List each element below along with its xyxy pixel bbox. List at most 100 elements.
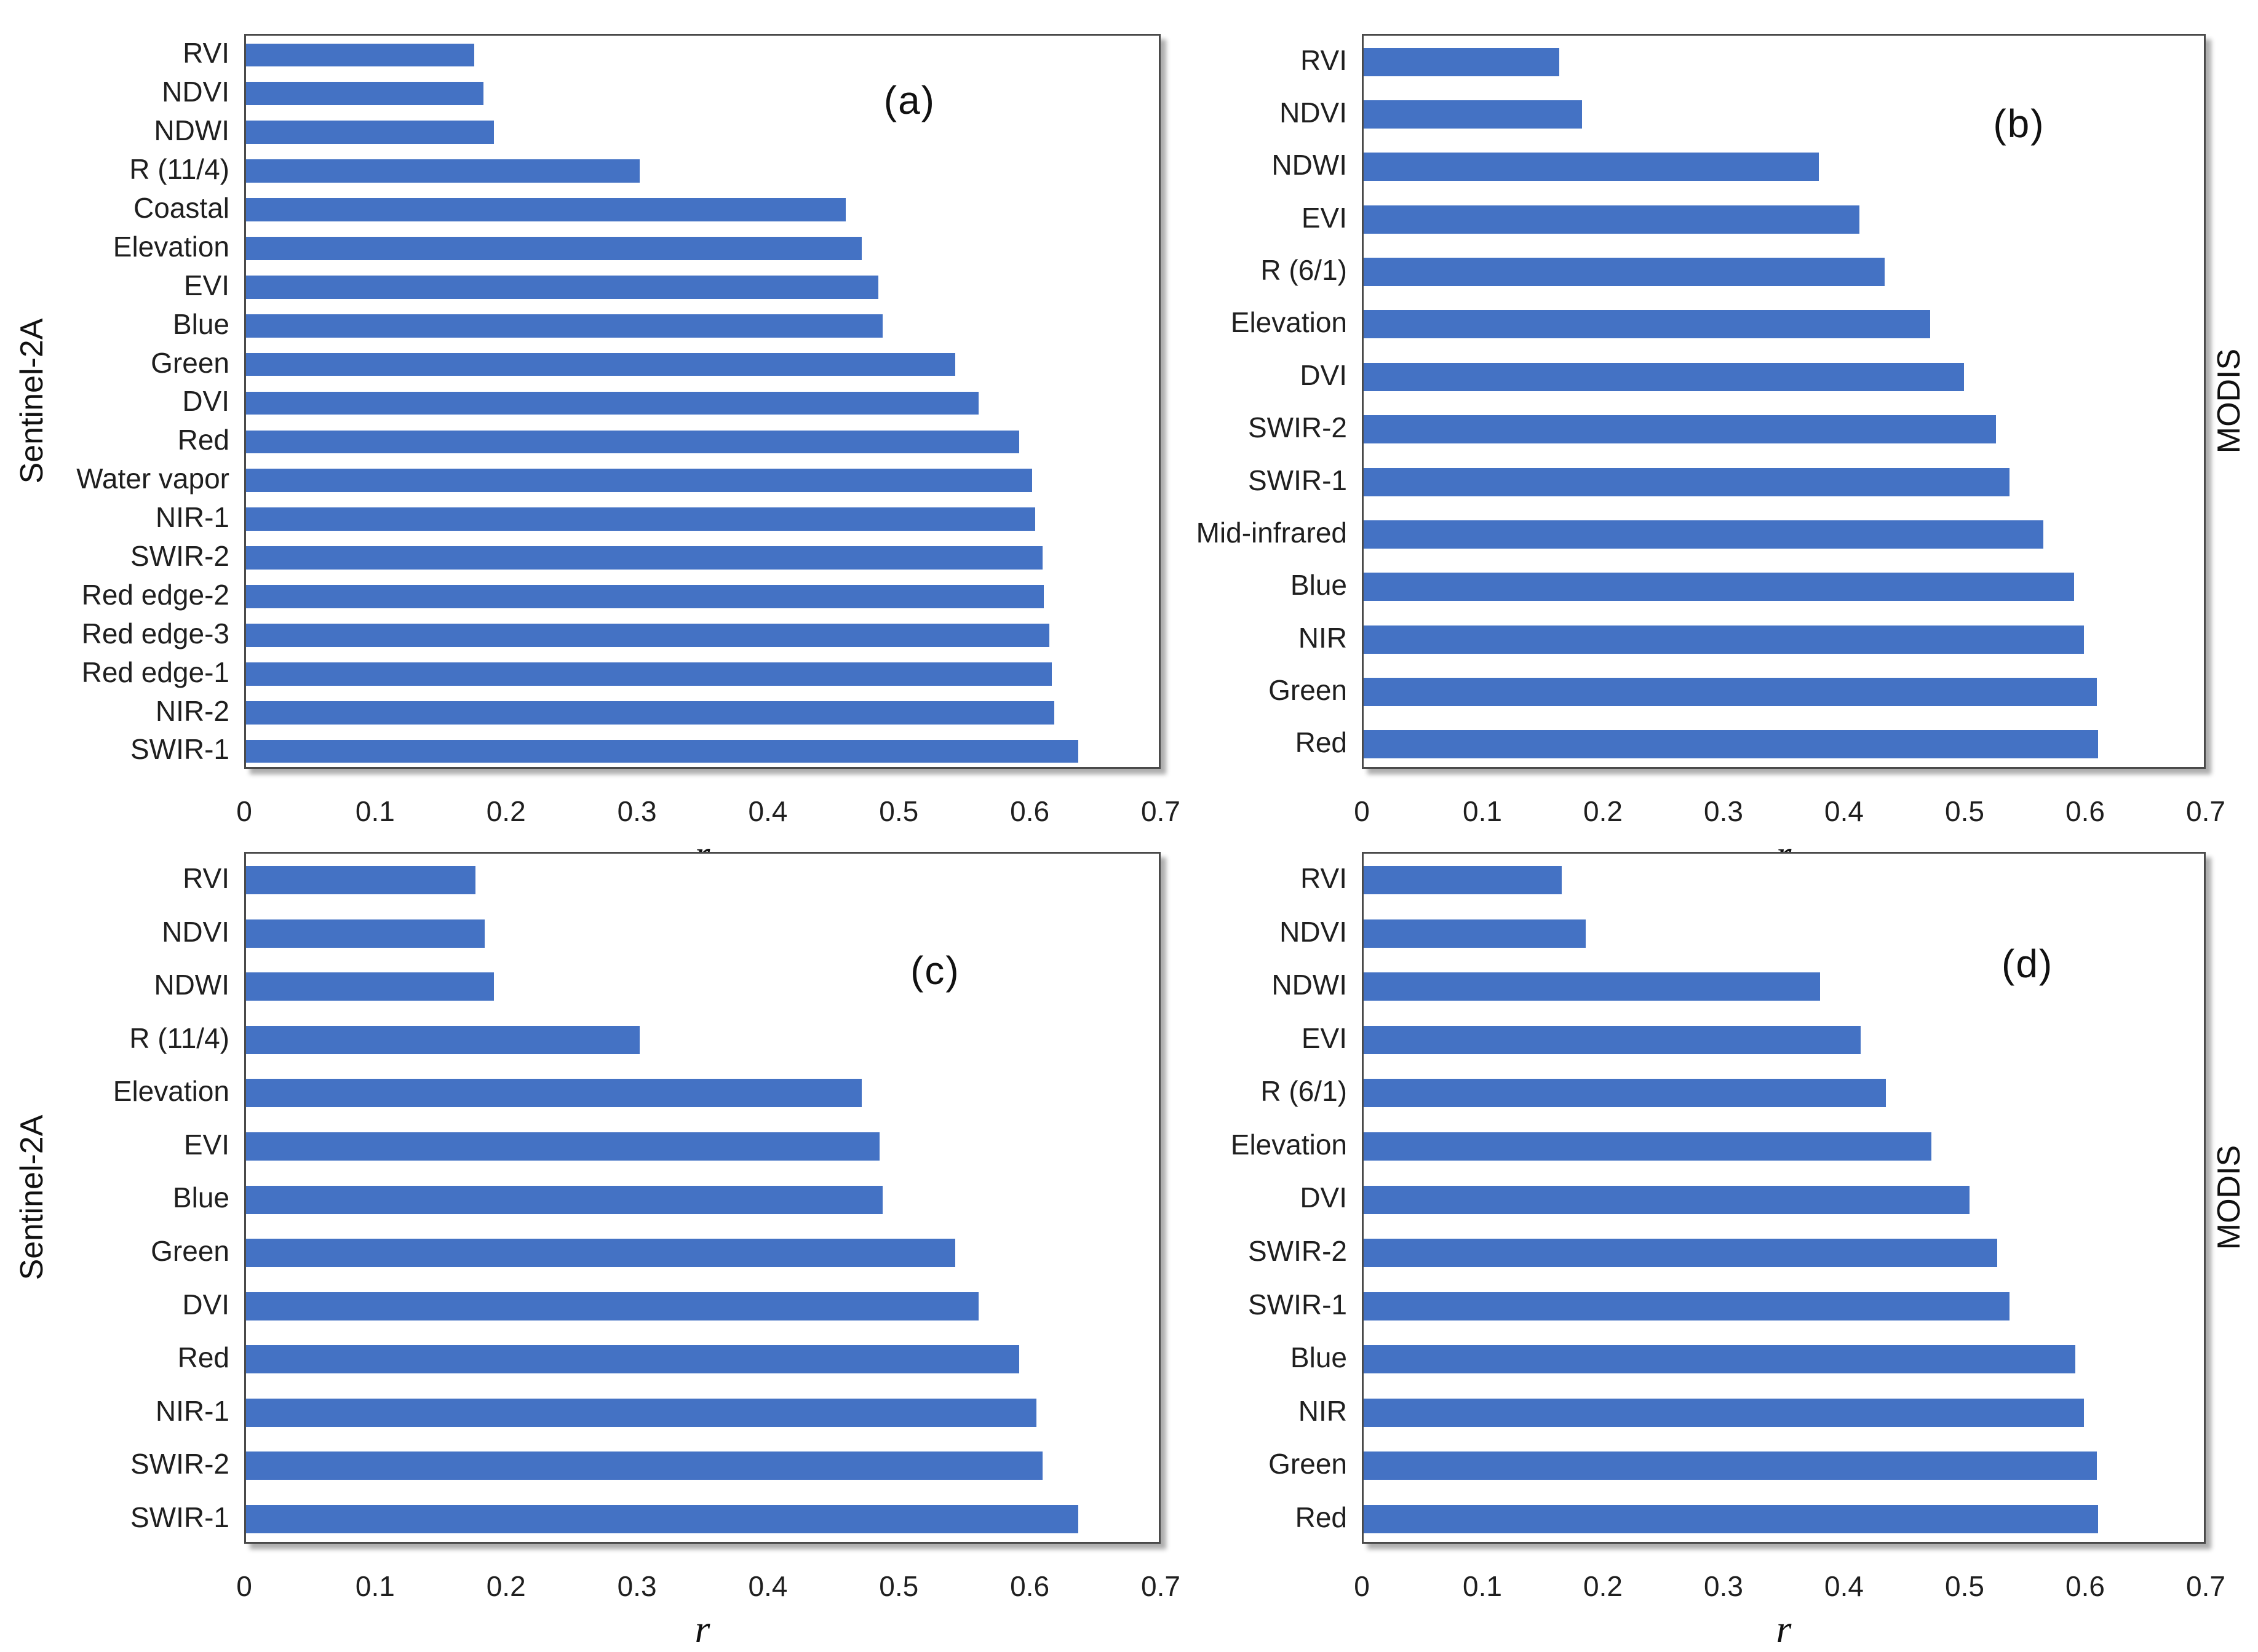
category-label-coastal: Coastal bbox=[133, 192, 229, 224]
bar-swir-1 bbox=[1364, 467, 2010, 496]
bar-red-edge-2 bbox=[246, 585, 1044, 608]
category-label-rvi: RVI bbox=[1300, 862, 1347, 895]
x-tick-0.6: 0.6 bbox=[1010, 1570, 1050, 1602]
bar-nir-1 bbox=[246, 507, 1035, 531]
x-tick-0.1: 0.1 bbox=[355, 795, 395, 827]
bar-dvi bbox=[246, 1292, 979, 1320]
bar-blue bbox=[246, 1185, 883, 1214]
bar-nir-2 bbox=[246, 701, 1055, 725]
panel-b-category-labels: RVI NDVI NDWI EVI R (6/1) Elevation DVI SWIR-2 S… bbox=[1177, 34, 1362, 769]
category-label-ndvi: NDVI bbox=[1279, 97, 1347, 129]
category-label-ndwi: NDWI bbox=[154, 114, 229, 147]
bar-elevation bbox=[246, 237, 862, 260]
category-label-swir-2: SWIR-2 bbox=[130, 1448, 229, 1480]
bar-dvi bbox=[246, 391, 979, 415]
category-label-ndwi: NDWI bbox=[1271, 149, 1347, 181]
category-label-elevation: Elevation bbox=[1230, 1128, 1347, 1161]
x-tick-0.6: 0.6 bbox=[2065, 1570, 2105, 1602]
bar-r-11-4- bbox=[246, 159, 640, 183]
x-tick-0.4: 0.4 bbox=[1824, 795, 1864, 827]
bar-evi bbox=[1364, 205, 1859, 234]
bar-swir-1 bbox=[246, 1504, 1078, 1533]
category-label-nir: NIR bbox=[1298, 1394, 1347, 1427]
bar-red-edge-3 bbox=[246, 624, 1049, 647]
category-label-mid-infrared: Mid-infrared bbox=[1196, 516, 1347, 549]
category-label-blue: Blue bbox=[1290, 569, 1347, 602]
figure-quad-bar-charts: RVI NDVI NDWI R (11/4) Coastal Elevation EVI Bl… bbox=[14, 34, 2247, 1651]
bar-ndwi bbox=[246, 972, 494, 1001]
bar-swir-2 bbox=[1364, 1239, 1998, 1268]
category-label-swir-1: SWIR-1 bbox=[130, 1501, 229, 1533]
panel-b-letter: (b) bbox=[1993, 101, 2045, 146]
category-label-dvi: DVI bbox=[1300, 359, 1347, 391]
bar-ndwi bbox=[246, 121, 494, 145]
category-label-evi: EVI bbox=[1301, 201, 1347, 234]
bar-evi bbox=[246, 1132, 880, 1161]
bar-swir-2 bbox=[246, 1451, 1043, 1480]
category-label-blue: Blue bbox=[172, 1181, 229, 1214]
x-tick-0.4: 0.4 bbox=[1824, 1570, 1864, 1602]
bar-ndvi bbox=[246, 919, 485, 948]
panel-c-category-labels: RVI NDVI NDWI R (11/4) Elevation EVI Blue Green… bbox=[37, 852, 244, 1544]
category-label-blue: Blue bbox=[1290, 1341, 1347, 1374]
x-tick-0: 0 bbox=[236, 1570, 252, 1602]
panel-d-x-axis-title: r bbox=[1776, 1607, 1792, 1651]
x-tick-0.1: 0.1 bbox=[355, 1570, 395, 1602]
category-label-rvi: RVI bbox=[183, 37, 229, 69]
x-tick-0.2: 0.2 bbox=[486, 1570, 526, 1602]
bar-evi bbox=[1364, 1025, 1861, 1054]
panel-c-plot-area: (c) bbox=[244, 852, 1161, 1544]
category-label-ndvi: NDVI bbox=[1279, 915, 1347, 948]
category-label-ndvi: NDVI bbox=[162, 76, 229, 108]
bar-green bbox=[246, 352, 956, 376]
panel-a-plot-area: (a) bbox=[244, 34, 1161, 769]
panel-b: RVI NDVI NDWI EVI R (6/1) Elevation DVI SWIR-2 S… bbox=[1177, 34, 2225, 876]
bar-rvi bbox=[246, 866, 476, 895]
bar-r-6-1- bbox=[1364, 258, 1885, 287]
category-label-elevation: Elevation bbox=[113, 230, 229, 263]
panel-c-x-ticks: 0 0.1 0.2 0.3 0.4 0.5 0.6 0.7 bbox=[236, 1554, 1180, 1602]
bar-ndwi bbox=[1364, 972, 1820, 1001]
row1-left-group-label: Sentinel-2A bbox=[14, 318, 50, 484]
bar-ndvi bbox=[246, 82, 483, 106]
category-label-r-6-1-: R (6/1) bbox=[1260, 254, 1347, 287]
row2-left-group-label: Sentinel-2A bbox=[14, 1114, 50, 1281]
x-tick-0.5: 0.5 bbox=[1945, 1570, 1984, 1602]
x-tick-0.5: 0.5 bbox=[1945, 795, 1984, 827]
category-label-r-11-4-: R (11/4) bbox=[129, 153, 229, 186]
category-label-green: Green bbox=[151, 346, 229, 379]
x-tick-0.4: 0.4 bbox=[748, 1570, 788, 1602]
category-label-swir-2: SWIR-2 bbox=[130, 540, 229, 573]
panel-b-x-ticks: 0 0.1 0.2 0.3 0.4 0.5 0.6 0.7 bbox=[1354, 779, 2225, 827]
x-tick-0: 0 bbox=[236, 795, 252, 827]
bar-red-edge-1 bbox=[246, 662, 1052, 686]
bar-blue bbox=[246, 314, 883, 338]
x-tick-0.6: 0.6 bbox=[1010, 795, 1050, 827]
x-tick-0.2: 0.2 bbox=[486, 795, 526, 827]
bar-dvi bbox=[1364, 362, 1964, 391]
bar-nir-1 bbox=[246, 1398, 1036, 1427]
panel-a: RVI NDVI NDWI R (11/4) Coastal Elevation EVI Bl… bbox=[37, 34, 1180, 876]
category-label-swir-1: SWIR-1 bbox=[1248, 464, 1347, 496]
bar-swir-1 bbox=[1364, 1292, 2010, 1320]
category-label-swir-1: SWIR-1 bbox=[130, 733, 229, 766]
category-label-ndvi: NDVI bbox=[162, 915, 229, 948]
category-label-rvi: RVI bbox=[1300, 44, 1347, 76]
category-label-swir-1: SWIR-1 bbox=[1248, 1288, 1347, 1320]
x-tick-0.2: 0.2 bbox=[1583, 1570, 1623, 1602]
bar-blue bbox=[1364, 573, 2075, 602]
x-tick-0.3: 0.3 bbox=[617, 1570, 657, 1602]
x-tick-0.3: 0.3 bbox=[1704, 795, 1743, 827]
bar-red bbox=[1364, 1504, 2099, 1533]
x-tick-0.4: 0.4 bbox=[748, 795, 788, 827]
bar-r-11-4- bbox=[246, 1025, 640, 1054]
category-label-swir-2: SWIR-2 bbox=[1248, 411, 1347, 444]
bar-rvi bbox=[1364, 47, 1560, 76]
x-tick-0.3: 0.3 bbox=[617, 795, 657, 827]
category-label-nir: NIR bbox=[1298, 621, 1347, 654]
category-label-green: Green bbox=[1268, 673, 1347, 706]
category-label-rvi: RVI bbox=[183, 862, 229, 895]
category-label-elevation: Elevation bbox=[1230, 306, 1347, 339]
x-tick-0.7: 0.7 bbox=[1141, 795, 1180, 827]
category-label-red-edge-3: Red edge-3 bbox=[81, 617, 229, 649]
